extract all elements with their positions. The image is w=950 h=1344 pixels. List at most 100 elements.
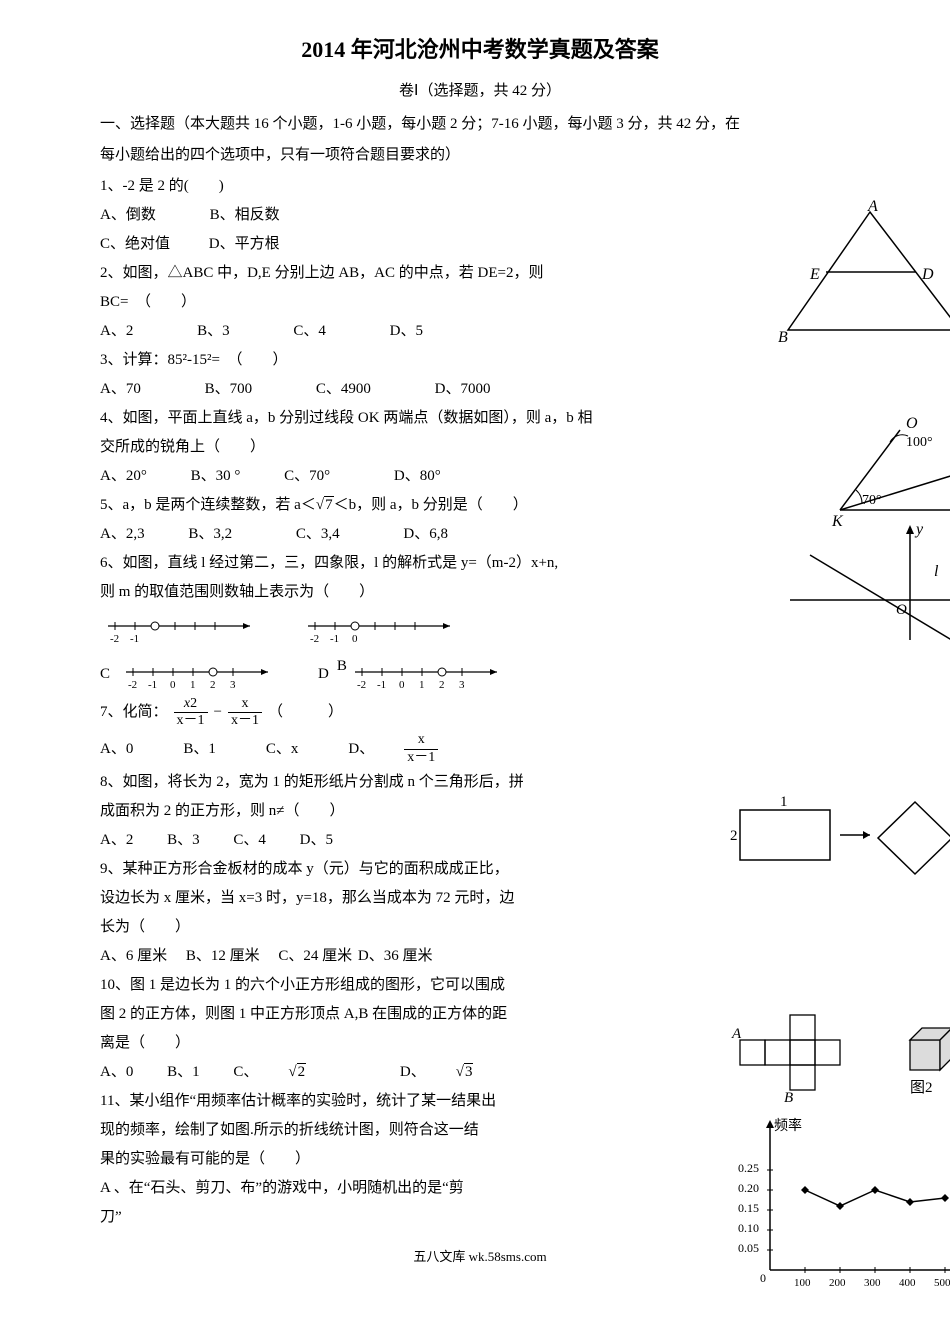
svg-text:1: 1: [419, 679, 425, 691]
q10-line3: 离是（ ）: [100, 1030, 860, 1057]
q8-opt-c: C、4: [233, 832, 266, 848]
q3-opt-a: A、70: [100, 381, 141, 397]
q7-opt-a: A、0: [100, 736, 133, 763]
svg-text:-2: -2: [357, 679, 366, 691]
svg-text:1: 1: [190, 679, 196, 691]
q10-opt-a: A、0: [100, 1064, 133, 1080]
q9-opt-c: C、24 厘米: [278, 948, 352, 964]
svg-text:3: 3: [459, 679, 465, 691]
svg-text:O: O: [896, 602, 907, 618]
svg-text:O: O: [906, 415, 918, 432]
nline-d: DB -2-10123: [318, 658, 507, 692]
q9-opt-d: D、36 厘米: [358, 948, 433, 964]
svg-text:-2: -2: [128, 679, 137, 691]
q3-opts: A、70 B、700 C、4900 D、7000: [100, 376, 860, 403]
svg-text:-1: -1: [148, 679, 157, 691]
q2-line1: 2、如图，△ABC 中，D,E 分别上边 AB，AC 的中点，若 DE=2，则: [100, 260, 860, 287]
q10-line1: 10、图 1 是边长为 1 的六个小正方形组成的图形，它可以围成: [100, 972, 860, 999]
q7-opt-d: D、xx－1: [348, 732, 498, 767]
q9-opt-a: A、6 厘米: [100, 948, 167, 964]
svg-text:200: 200: [829, 1277, 846, 1289]
nline-b: -2 -1 0: [300, 612, 460, 656]
q3: 3、计算：85²-15²= （ ）: [100, 347, 860, 374]
q4-opt-a: A、20°: [100, 468, 147, 484]
q8-line2: 成面积为 2 的正方形，则 n≠（ ）: [100, 798, 860, 825]
q1-opt-d: D、平方根: [209, 236, 280, 252]
q10-opt-c: C、2: [233, 1064, 366, 1080]
q11-opt-a-line1: A 、在“石头、剪刀、布”的游戏中，小明随机出的是“剪: [100, 1175, 860, 1202]
q9-line1: 9、某种正方形合金板材的成本 y（元）与它的面积成成正比，: [100, 856, 860, 883]
q7-opt-c: C、x: [266, 736, 299, 763]
q11-line1: 11、某小组作“用频率估计概率的实验时，统计了某一结果出: [100, 1088, 860, 1115]
q2-opt-d: D、5: [390, 323, 423, 339]
q6-options-row2: C -2-10123 DB -2-10123: [100, 658, 860, 692]
q10-opt-b: B、1: [167, 1064, 200, 1080]
q10-opt-d: D、3: [400, 1064, 534, 1080]
svg-text:0: 0: [399, 679, 405, 691]
q11-opt-a-line2: 刀”: [100, 1204, 860, 1231]
q9-line2: 设边长为 x 厘米，当 x=3 时，y=18，那么当成本为 72 元时，边: [100, 885, 860, 912]
svg-text:2: 2: [439, 679, 445, 691]
svg-text:70°: 70°: [862, 493, 882, 508]
svg-text:0: 0: [760, 1271, 766, 1285]
svg-text:-2: -2: [110, 633, 119, 645]
svg-text:-1: -1: [330, 633, 339, 645]
q3-opt-b: B、700: [205, 381, 253, 397]
q4-line2: 交所成的锐角上（ ）: [100, 434, 860, 461]
svg-text:-1: -1: [130, 633, 139, 645]
q4-opts: A、20° B、30 ° C、70° D、80°: [100, 463, 860, 490]
q5-opt-c: C、3,4: [296, 526, 340, 542]
svg-text:100: 100: [794, 1277, 811, 1289]
q8-opt-d: D、5: [300, 832, 333, 848]
svg-text:2: 2: [730, 828, 738, 844]
q3-opt-d: D、7000: [435, 381, 491, 397]
svg-text:3: 3: [230, 679, 236, 691]
q6-options: -2 -1 -2 -1 0: [100, 612, 860, 656]
q1-opt-b: B、相反数: [210, 207, 280, 223]
q1: 1、-2 是 2 的( ): [100, 173, 860, 200]
svg-text:D: D: [921, 266, 934, 283]
q4-opt-d: D、80°: [394, 468, 441, 484]
q2-opt-b: B、3: [197, 323, 230, 339]
q5: 5、a，b 是两个连续整数，若 a＜7＜b，则 a，b 分别是（ ）: [100, 492, 860, 519]
nline-c: C -2-10123: [100, 658, 278, 692]
q2-opt-c: C、4: [293, 323, 326, 339]
q1-opts-row2: C、绝对值 D、平方根: [100, 231, 860, 258]
q8-line1: 8、如图，将长为 2，宽为 1 的矩形纸片分割成 n 个三角形后，拼: [100, 769, 860, 796]
q1-opt-a: A、倒数: [100, 207, 156, 223]
svg-text:500: 500: [934, 1277, 950, 1289]
q6-line1: 6、如图，直线 l 经过第二，三，四象限，l 的解析式是 y=（m-2）x+n,: [100, 550, 860, 577]
q5-opt-a: A、2,3: [100, 526, 145, 542]
svg-text:0.05: 0.05: [738, 1241, 759, 1255]
svg-text:y: y: [914, 521, 924, 538]
q4-opt-c: C、70°: [284, 468, 330, 484]
svg-text:300: 300: [864, 1277, 881, 1289]
intro-line-2: 每小题给出的四个选项中，只有一项符合题目要求的）: [100, 142, 860, 169]
subtitle: 卷Ⅰ（选择题，共 42 分）: [100, 78, 860, 105]
svg-text:l: l: [934, 563, 939, 580]
svg-text:100°: 100°: [906, 435, 933, 450]
q8-opt-b: B、3: [167, 832, 200, 848]
svg-text:0: 0: [170, 679, 176, 691]
q11-line2: 现的频率，绘制了如图.所示的折线统计图，则符合这一结: [100, 1117, 860, 1144]
nline-a: -2 -1: [100, 612, 260, 656]
q5-opts: A、2,3 B、3,2 C、3,4 D、6,8: [100, 521, 860, 548]
q3-opt-c: C、4900: [316, 381, 371, 397]
q9-line3: 长为（ ）: [100, 914, 860, 941]
q6-line2: 则 m 的取值范围则数轴上表示为（ ）: [100, 579, 860, 606]
intro-line-1: 一、选择题（本大题共 16 个小题，1-6 小题，每小题 2 分；7-16 小题…: [100, 111, 860, 138]
q1-opts-row1: A、倒数 B、相反数: [100, 202, 860, 229]
svg-text:2: 2: [210, 679, 216, 691]
q4-line1: 4、如图，平面上直线 a，b 分别过线段 OK 两端点（数据如图），则 a，b …: [100, 405, 860, 432]
svg-text:-1: -1: [377, 679, 386, 691]
q1-opt-c: C、绝对值: [100, 236, 170, 252]
svg-text:-2: -2: [310, 633, 319, 645]
q5-opt-b: B、3,2: [188, 526, 232, 542]
page-title: 2014 年河北沧州中考数学真题及答案: [100, 30, 860, 70]
q10-line2: 图 2 的正方体，则图 1 中正方形顶点 A,B 在围成的正方体的距: [100, 1001, 860, 1028]
q2-opt-a: A、2: [100, 323, 133, 339]
q2-line2: BC= （ ）: [100, 289, 860, 316]
svg-text:0: 0: [352, 633, 358, 645]
q5-opt-d: D、6,8: [403, 526, 448, 542]
svg-text:400: 400: [899, 1277, 916, 1289]
